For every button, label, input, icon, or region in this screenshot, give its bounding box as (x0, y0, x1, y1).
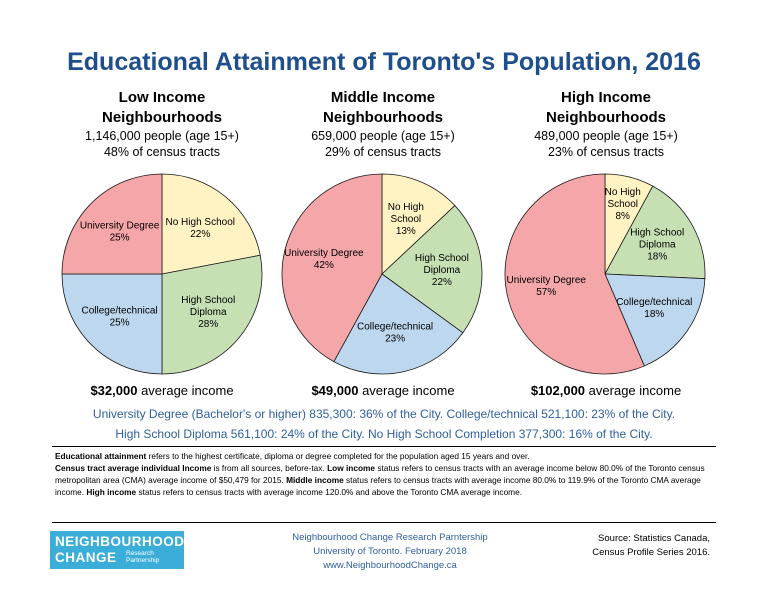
income-label: average income (588, 383, 682, 398)
panel-people: 489,000 people (age 15+) (534, 129, 678, 143)
neighbourhood-change-logo: NEIGHBOURHOOD CHANGE Research Partnership (50, 531, 184, 569)
pie-label-university-degree: University Degree 57% (506, 275, 586, 298)
pie-label-university-degree: University Degree 42% (284, 248, 364, 271)
income-value: $32,000 (90, 383, 138, 398)
note-text: refers to the highest certificate, diplo… (146, 451, 530, 461)
pie-label-no-high-school: No High School 22% (166, 217, 235, 240)
panel-heading-2: Neighbourhoods (546, 109, 666, 126)
panel-middle-income: Middle Income Neighbourhoods 659,000 peo… (268, 88, 498, 160)
source-note: Source: Statistics Canada, Census Profil… (560, 532, 710, 560)
panel-high-income: High Income Neighbourhoods 489,000 peopl… (491, 88, 721, 160)
pie-label-college-technical: College/technical 25% (81, 305, 157, 328)
pie-slice-college-technical (61, 273, 163, 375)
income-low: $32,000 average income (47, 383, 277, 398)
note-text: status refers to census tracts with an a… (55, 463, 705, 485)
logo-line-1: NEIGHBOURHOOD (55, 534, 185, 549)
pie-slice-high-school-diploma (161, 254, 263, 375)
logo-sub: Research Partnership (126, 550, 159, 564)
income-middle: $49,000 average income (268, 383, 498, 398)
credit-line-1: Neighbourhood Change Research Parntershi… (292, 532, 488, 543)
income-label: average income (141, 383, 234, 398)
panel-heading-1: High Income (560, 89, 651, 106)
income-label: average income (362, 383, 455, 398)
pie-slice-university-degree (61, 173, 163, 275)
page-title: Educational Attainment of Toronto's Popu… (67, 48, 701, 76)
credit-block: Neighbourhood Change Research Parntershi… (250, 531, 530, 573)
source-line-1: Source: Statistics Canada, (598, 533, 710, 544)
divider-bottom (52, 522, 716, 523)
note-term: Educational attainment (55, 451, 147, 461)
income-value: $49,000 (311, 383, 359, 398)
panel-tracts: 29% of census tracts (324, 145, 442, 159)
panel-tracts: 23% of census tracts (547, 145, 665, 159)
pie-label-college-technical: College/technical 23% (357, 322, 433, 345)
income-value: $102,000 (530, 383, 586, 398)
note-term: High income (86, 487, 137, 497)
pie-slice-university-degree (281, 173, 383, 363)
pie-label-high-school-diploma: High School Diploma 18% (630, 228, 684, 263)
pie-slice-high-school-diploma (604, 185, 706, 280)
panel-heading-1: Low Income (118, 89, 206, 106)
pie-chart-low-income: No High School 22% High School Diploma 28% Co… (61, 173, 263, 375)
note-term: Census tract average individual Income (55, 463, 212, 473)
pie-slice-college-technical (604, 273, 706, 367)
note-term: Middle income (286, 475, 344, 485)
definitions-notes: Educational attainment refers to the hig… (55, 450, 720, 498)
pie-slice-college-technical (333, 273, 464, 375)
pie-slice-university-degree (504, 173, 645, 375)
logo-line-2: CHANGE (55, 550, 117, 565)
panel-heading-2: Neighbourhoods (323, 109, 443, 126)
city-summary-line-1: University Degree (Bachelor's or higher)… (92, 407, 676, 421)
city-summary-line-2: High School Diploma 561,100: 24% of the … (115, 427, 653, 441)
panel-people: 659,000 people (age 15+) (311, 129, 455, 143)
logo-sub-1: Research (126, 550, 154, 557)
pie-label-no-high-school: No High School 13% (388, 202, 424, 237)
panel-heading-2: Neighbourhoods (102, 109, 222, 126)
credit-line-2: University of Toronto. February 2018 (313, 546, 467, 557)
source-line-2: Census Profile Series 2016. (592, 547, 710, 558)
note-term: Low income (327, 463, 376, 473)
pie-label-college-technical: College/technical 18% (616, 297, 692, 320)
pie-chart-high-income: No High School 8% High School Diploma 18% Coll… (504, 173, 706, 375)
income-high: $102,000 average income (491, 383, 721, 398)
panel-people: 1,146,000 people (age 15+) (85, 129, 239, 143)
pie-chart-middle-income: No High School 13% High School Diploma 22% Col… (281, 173, 483, 375)
panel-heading-1: Middle Income (330, 89, 436, 106)
note-text: status refers to census tracts with aver… (55, 475, 701, 497)
credit-website-link[interactable]: www.NeighbourhoodChange.ca (323, 560, 457, 571)
note-text: status refers to census tracts with aver… (136, 487, 523, 497)
pie-label-no-high-school: No High School 8% (605, 187, 641, 222)
pie-label-university-degree: University Degree 25% (80, 221, 160, 244)
pie-slice-no-high-school (161, 173, 261, 275)
logo-sub-2: Partnership (126, 557, 160, 564)
pie-slice-no-high-school (381, 173, 456, 275)
pie-slice-high-school-diploma (381, 204, 483, 334)
panel-low-income: Low Income Neighbourhoods 1,146,000 peop… (47, 88, 277, 160)
pie-label-high-school-diploma: High School Diploma 22% (415, 253, 469, 288)
divider-top (52, 446, 716, 447)
note-text: is from all sources, before-tax. (211, 463, 328, 473)
pie-label-high-school-diploma: High School Diploma 28% (181, 295, 235, 330)
panel-tracts: 48% of census tracts (103, 145, 221, 159)
